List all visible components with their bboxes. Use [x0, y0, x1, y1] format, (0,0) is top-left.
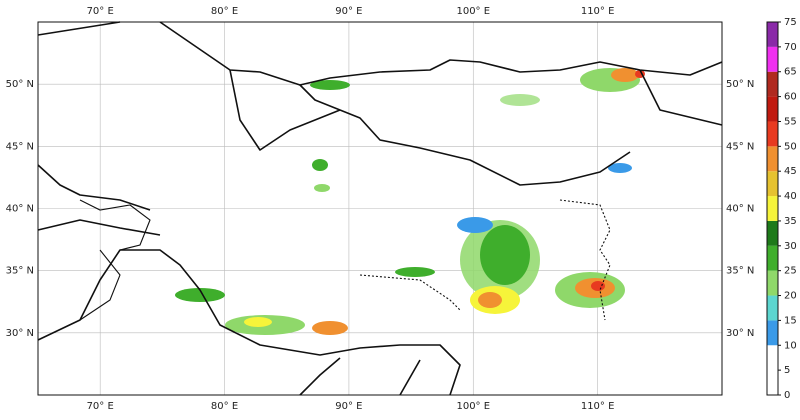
lon-label: 100° E — [456, 401, 490, 412]
colorbar-label: 15 — [784, 315, 797, 326]
colorbar-label: 0 — [784, 390, 790, 401]
colorbar-label: 5 — [784, 365, 790, 376]
lon-label: 110° E — [581, 401, 615, 412]
colorbar-segment — [767, 196, 778, 221]
lon-label: 90° E — [335, 401, 362, 412]
colorbar-segment — [767, 121, 778, 147]
colorbar-segment — [767, 245, 778, 271]
colorbar-label: 75 — [784, 17, 797, 28]
lon-label: 70° E — [87, 6, 114, 17]
colorbar-segment — [767, 295, 778, 321]
colorbar-segment — [767, 270, 778, 296]
colorbar-segment — [767, 71, 778, 97]
colorbar-label: 65 — [784, 67, 797, 78]
boundaries — [37, 21, 723, 396]
lon-label: 110° E — [581, 6, 615, 17]
lat-label: 45° N — [726, 141, 754, 152]
colorbar-label: 55 — [784, 116, 797, 127]
colorbar-label: 50 — [784, 141, 797, 152]
colorbar-segment — [767, 96, 778, 122]
colorbar-segment — [767, 370, 778, 395]
lon-label: 80° E — [211, 401, 238, 412]
colorbar-label: 35 — [784, 216, 797, 227]
map-frame — [37, 21, 723, 396]
colorbar-segment — [767, 220, 778, 246]
colorbar-segment — [767, 320, 778, 346]
lat-label: 35° N — [726, 266, 754, 277]
lat-label: 30° N — [6, 328, 34, 339]
colorbar-label: 70 — [784, 42, 797, 53]
colorbar-segment — [767, 171, 778, 197]
radar-echoes — [175, 68, 645, 335]
colorbar-label: 20 — [784, 291, 797, 302]
lon-label: 100° E — [456, 6, 490, 17]
lon-label: 80° E — [211, 6, 238, 17]
colorbar-segment — [767, 46, 778, 72]
lat-label: 50° N — [6, 79, 34, 90]
lon-label: 90° E — [335, 6, 362, 17]
colorbar-label: 40 — [784, 191, 797, 202]
colorbar-label: 30 — [784, 241, 797, 252]
lat-label: 40° N — [726, 204, 754, 215]
colorbar-segment — [767, 22, 778, 47]
colorbar-label: 25 — [784, 266, 797, 277]
colorbar-segment — [767, 345, 778, 371]
colorbar-label: 10 — [784, 340, 797, 351]
lat-label: 45° N — [6, 141, 34, 152]
colorbar-label: 45 — [784, 166, 797, 177]
lat-label: 40° N — [6, 204, 34, 215]
lat-label: 30° N — [726, 328, 754, 339]
lat-label: 35° N — [6, 266, 34, 277]
lon-label: 70° E — [87, 401, 114, 412]
colorbar-segment — [767, 146, 778, 172]
lat-label: 50° N — [726, 79, 754, 90]
colorbar-frame — [766, 21, 779, 396]
colorbar-label: 60 — [784, 92, 797, 103]
